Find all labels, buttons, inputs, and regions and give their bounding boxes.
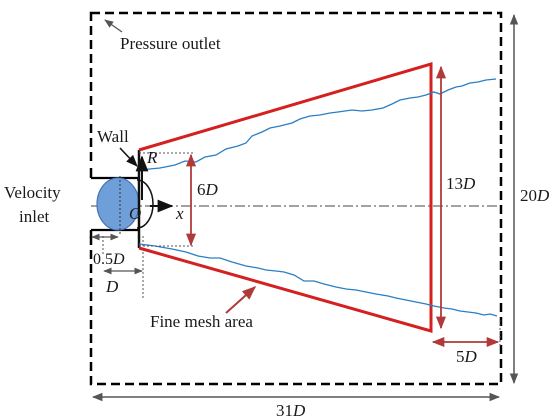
- wall-label: Wall: [97, 127, 129, 146]
- fine-mesh-pointer: [225, 286, 257, 314]
- fine-mesh-label: Fine mesh area: [150, 312, 253, 331]
- velocity-inlet-label-line1: Velocity: [4, 183, 61, 202]
- r-axis-label: R: [146, 148, 158, 167]
- dim-label-31d: 31D: [276, 401, 306, 420]
- dim-label-05d: 0.5D: [93, 251, 125, 268]
- dim-label-13d: 13D: [446, 174, 476, 193]
- dim-label-d: D: [105, 277, 119, 296]
- pressure-outlet-label: Pressure outlet: [120, 34, 221, 53]
- jet-boundary-lower: [138, 243, 498, 317]
- dim-label-5d: 5D: [456, 347, 478, 366]
- fine-mesh-region: [138, 61, 433, 333]
- jet-boundary-upper: [138, 78, 497, 171]
- x-axis-label: x: [175, 204, 184, 223]
- wall-pointer: [119, 147, 138, 167]
- dim-label-6d: 6D: [197, 180, 219, 199]
- dim-label-20d: 20D: [520, 186, 550, 205]
- origin-label: O: [129, 204, 141, 223]
- velocity-inlet-label-line2: inlet: [19, 207, 49, 226]
- pressure-outlet-pointer: [104, 19, 123, 33]
